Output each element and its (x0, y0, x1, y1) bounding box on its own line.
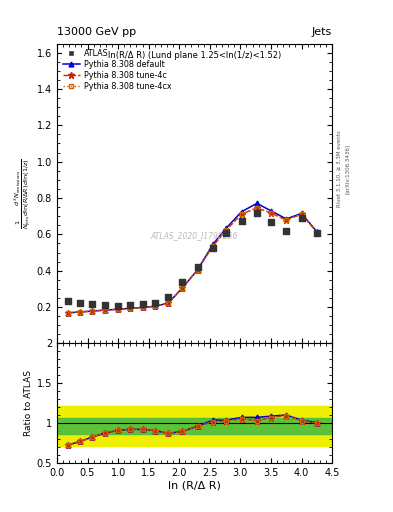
Pythia 8.308 default (255, 200, 259, 206)
Pythia 8.308 default (224, 225, 229, 231)
Legend: ATLAS, Pythia 8.308 default, Pythia 8.308 tune-4c, Pythia 8.308 tune-4cx: ATLAS, Pythia 8.308 default, Pythia 8.30… (61, 48, 173, 93)
ATLAS (127, 301, 134, 309)
Pythia 8.308 tune-4cx (166, 300, 171, 306)
ATLAS (101, 301, 108, 309)
Pythia 8.308 tune-4c (78, 309, 83, 315)
Pythia 8.308 tune-4cx (180, 285, 185, 291)
Text: ln(R/Δ R) (Lund plane 1.25<ln(1/z)<1.52): ln(R/Δ R) (Lund plane 1.25<ln(1/z)<1.52) (108, 51, 281, 60)
Pythia 8.308 default (66, 310, 70, 316)
Pythia 8.308 tune-4c (128, 305, 133, 311)
Line: Pythia 8.308 tune-4c: Pythia 8.308 tune-4c (65, 205, 320, 316)
Bar (57, 418, 332, 434)
ATLAS (115, 302, 121, 310)
Pythia 8.308 tune-4cx (268, 210, 273, 216)
ATLAS (165, 293, 171, 301)
Pythia 8.308 default (180, 285, 185, 291)
Pythia 8.308 tune-4c (102, 307, 107, 313)
Pythia 8.308 tune-4c (195, 267, 200, 273)
Pythia 8.308 tune-4cx (78, 309, 83, 315)
Pythia 8.308 tune-4cx (116, 306, 121, 312)
Pythia 8.308 tune-4c (255, 205, 259, 211)
Pythia 8.308 tune-4cx (314, 229, 319, 235)
Pythia 8.308 default (268, 208, 273, 214)
Y-axis label: Ratio to ATLAS: Ratio to ATLAS (24, 370, 33, 436)
Text: [arXiv:1306.3436]: [arXiv:1306.3436] (345, 144, 350, 194)
Pythia 8.308 tune-4cx (224, 227, 229, 233)
Pythia 8.308 tune-4cx (195, 267, 200, 273)
Text: ATLAS_2020_I1790256: ATLAS_2020_I1790256 (151, 231, 238, 240)
Pythia 8.308 tune-4cx (152, 303, 157, 309)
Pythia 8.308 default (239, 208, 244, 215)
Pythia 8.308 default (102, 307, 107, 313)
ATLAS (314, 228, 320, 237)
Pythia 8.308 tune-4c (140, 304, 145, 310)
Pythia 8.308 default (195, 267, 200, 273)
Pythia 8.308 tune-4c (116, 306, 121, 312)
ATLAS (210, 244, 216, 252)
Pythia 8.308 tune-4cx (284, 217, 288, 223)
ATLAS (283, 227, 289, 235)
Pythia 8.308 tune-4c (299, 211, 304, 217)
Pythia 8.308 tune-4c (152, 303, 157, 309)
Pythia 8.308 default (211, 241, 215, 247)
Pythia 8.308 tune-4cx (128, 305, 133, 311)
Pythia 8.308 tune-4cx (66, 310, 70, 316)
Pythia 8.308 tune-4c (90, 308, 95, 314)
Pythia 8.308 tune-4cx (90, 308, 95, 314)
Pythia 8.308 default (90, 308, 95, 314)
Line: Pythia 8.308 default: Pythia 8.308 default (66, 201, 319, 315)
Y-axis label: $\frac{1}{N_\mathrm{jets}}\frac{d^2N_\mathrm{emissions}}{d\ln(R/\Delta R)\,d\ln(: $\frac{1}{N_\mathrm{jets}}\frac{d^2N_\ma… (12, 158, 33, 229)
X-axis label: ln (R/Δ R): ln (R/Δ R) (168, 481, 221, 491)
ATLAS (179, 278, 185, 286)
Pythia 8.308 default (314, 228, 319, 234)
Pythia 8.308 tune-4c (180, 285, 185, 291)
Pythia 8.308 tune-4c (284, 217, 288, 223)
Line: Pythia 8.308 tune-4cx: Pythia 8.308 tune-4cx (66, 206, 319, 315)
Pythia 8.308 tune-4c (239, 211, 244, 217)
ATLAS (298, 214, 305, 222)
Pythia 8.308 tune-4c (314, 229, 319, 235)
Pythia 8.308 tune-4c (166, 300, 171, 306)
ATLAS (239, 217, 245, 225)
Pythia 8.308 tune-4cx (255, 205, 259, 211)
Pythia 8.308 default (152, 303, 157, 309)
Pythia 8.308 tune-4c (224, 227, 229, 233)
Pythia 8.308 default (166, 300, 171, 306)
Bar (57, 406, 332, 446)
Pythia 8.308 tune-4c (211, 243, 215, 249)
Pythia 8.308 default (78, 309, 83, 315)
Pythia 8.308 tune-4cx (140, 304, 145, 310)
Pythia 8.308 tune-4c (268, 210, 273, 216)
Pythia 8.308 tune-4cx (102, 307, 107, 313)
Pythia 8.308 tune-4cx (239, 211, 244, 217)
ATLAS (223, 228, 230, 237)
Pythia 8.308 default (284, 216, 288, 222)
ATLAS (140, 300, 146, 308)
ATLAS (77, 298, 83, 307)
ATLAS (152, 298, 158, 307)
ATLAS (89, 300, 95, 308)
ATLAS (65, 296, 71, 305)
ATLAS (195, 263, 201, 271)
Text: Rivet 3.1.10, ≥ 3.3M events: Rivet 3.1.10, ≥ 3.3M events (337, 131, 342, 207)
Pythia 8.308 default (299, 210, 304, 217)
Pythia 8.308 tune-4c (66, 310, 70, 316)
ATLAS (254, 208, 260, 217)
Pythia 8.308 default (128, 305, 133, 311)
Pythia 8.308 tune-4cx (299, 211, 304, 217)
Pythia 8.308 default (116, 306, 121, 312)
Pythia 8.308 tune-4cx (211, 243, 215, 249)
Text: Jets: Jets (312, 27, 332, 37)
Pythia 8.308 default (140, 304, 145, 310)
Text: 13000 GeV pp: 13000 GeV pp (57, 27, 136, 37)
ATLAS (268, 218, 274, 226)
